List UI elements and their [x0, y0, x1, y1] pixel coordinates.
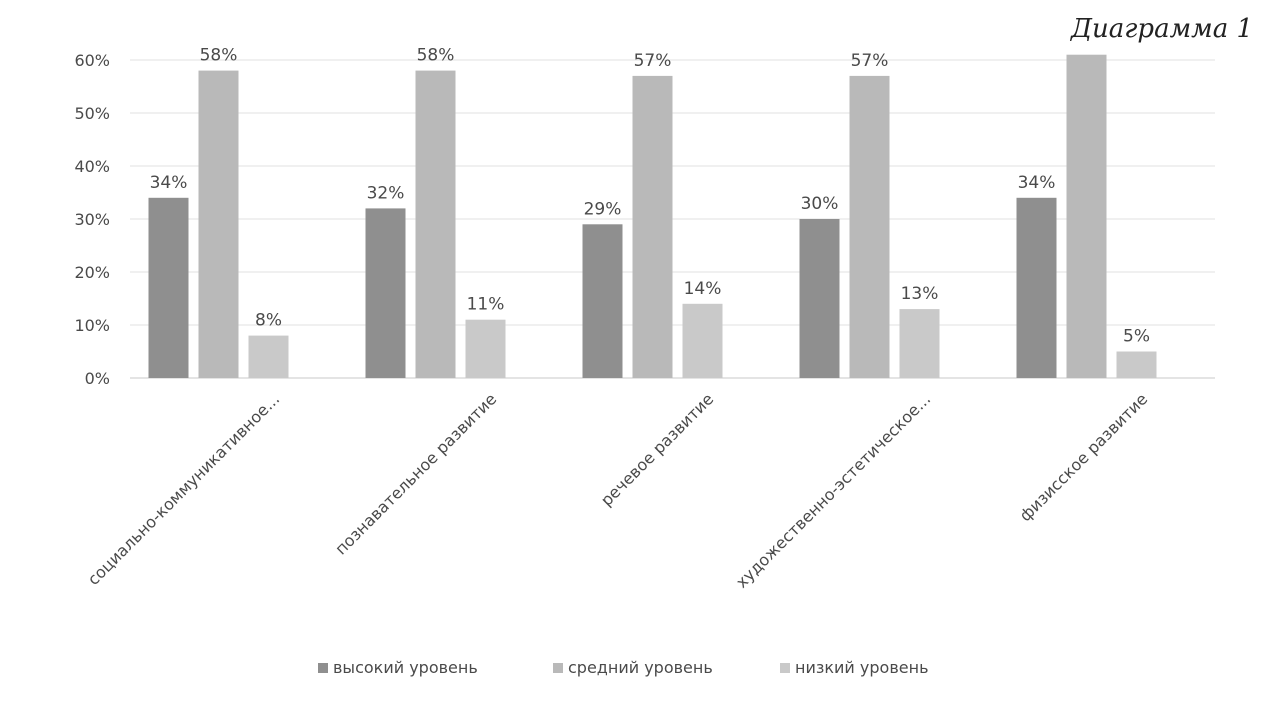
data-label: 58% — [200, 46, 238, 66]
bar — [148, 197, 189, 378]
y-axis: 0% 10% 20% 30% 40% 50% 60% — [74, 51, 110, 388]
x-tick-label: познавательное развитие — [331, 389, 500, 558]
legend-swatch — [318, 663, 328, 673]
bar — [465, 319, 506, 378]
bar — [682, 303, 723, 378]
data-label: 13% — [901, 284, 939, 304]
bars — [148, 54, 1157, 379]
data-label: 11% — [467, 295, 505, 315]
bar — [1066, 54, 1107, 378]
bar — [415, 70, 456, 378]
y-tick-label: 10% — [74, 316, 110, 335]
data-label: 57% — [851, 51, 889, 71]
data-label: 57% — [634, 51, 672, 71]
bar — [632, 75, 673, 379]
y-tick-label: 20% — [74, 263, 110, 282]
legend-label: средний уровень — [568, 658, 713, 677]
bar — [365, 208, 406, 378]
data-label: 30% — [801, 194, 839, 214]
chart-title: Диаграмма 1 — [1070, 14, 1253, 44]
legend-swatch — [780, 663, 790, 673]
bar — [248, 335, 289, 378]
data-label: 34% — [150, 173, 188, 193]
data-labels: 34% 58% 8% 32% 58% 11% 29% 57% 14% 30% 57% 13% 34% 5% — [150, 46, 1150, 347]
bar — [849, 75, 890, 379]
data-label: 14% — [684, 279, 722, 299]
data-label: 58% — [417, 46, 455, 66]
y-tick-label: 30% — [74, 210, 110, 229]
y-tick-label: 40% — [74, 157, 110, 176]
data-label: 32% — [367, 183, 405, 203]
bar — [1116, 351, 1157, 378]
y-tick-label: 60% — [74, 51, 110, 70]
legend-label: высокий уровень — [333, 658, 478, 677]
data-label: 8% — [255, 311, 282, 331]
x-tick-label: речевое развитие — [597, 389, 717, 509]
x-tick-label: социально-коммуникативное... — [84, 389, 284, 589]
data-label: 29% — [584, 199, 622, 219]
data-label: 5% — [1123, 327, 1150, 347]
y-tick-label: 50% — [74, 104, 110, 123]
x-axis: социально-коммуникативное... познавательн… — [84, 389, 1152, 591]
legend-swatch — [553, 663, 563, 673]
legend: высокий уровень средний уровень низкий уро… — [318, 658, 929, 677]
data-label: 34% — [1018, 173, 1056, 193]
x-tick-label: художественно-эстетическое... — [732, 389, 934, 591]
y-tick-label: 0% — [85, 369, 110, 388]
legend-label: низкий уровень — [795, 658, 929, 677]
bar — [1016, 197, 1057, 378]
bar — [582, 224, 623, 378]
bar — [899, 309, 940, 378]
bar — [799, 219, 840, 378]
bar — [198, 70, 239, 378]
x-tick-label: физисское развитие — [1016, 389, 1152, 525]
